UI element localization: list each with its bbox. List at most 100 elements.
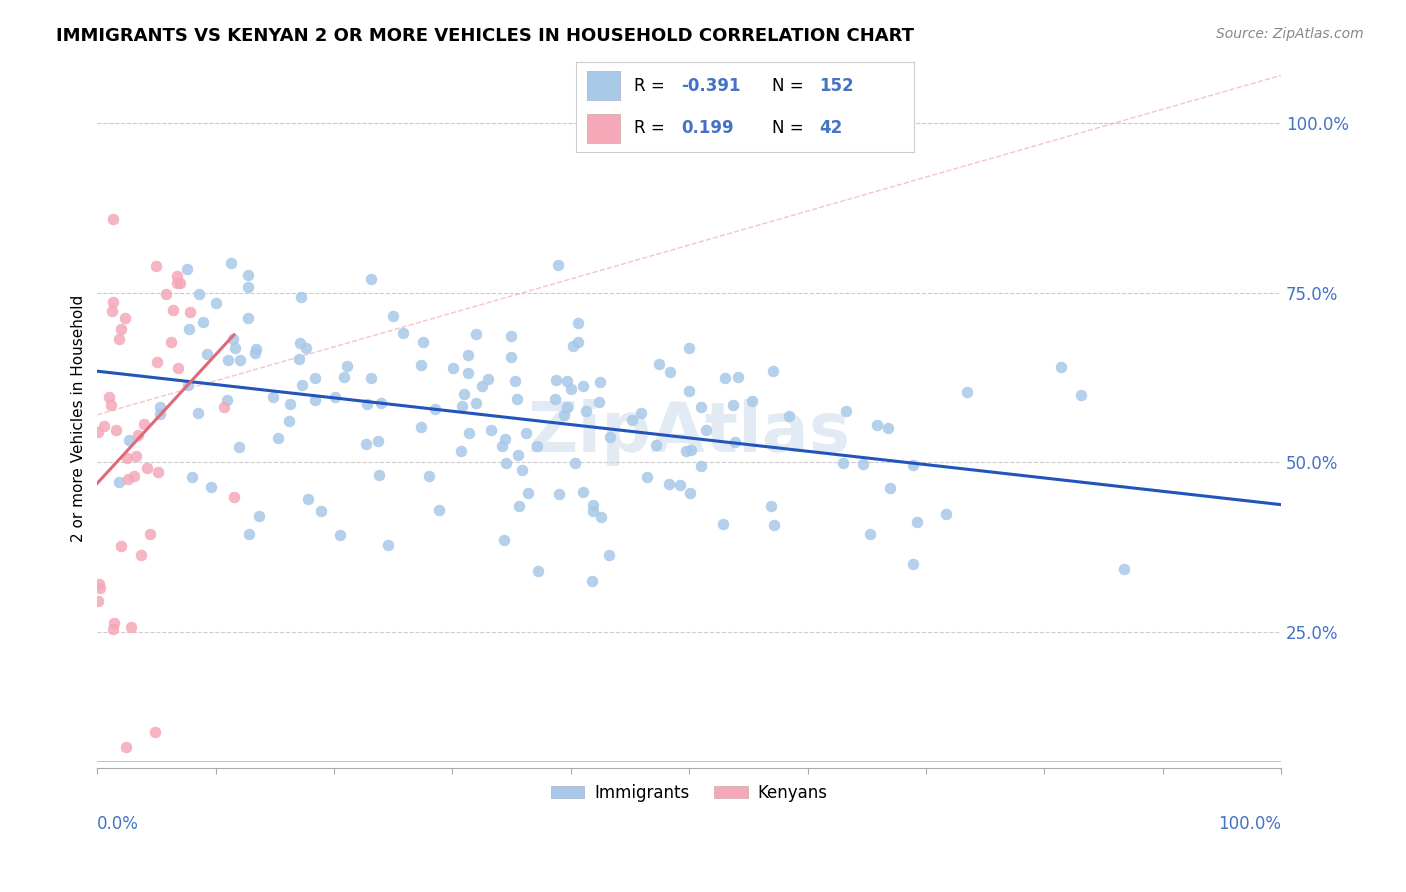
Point: [503, 374, 526, 388]
Point: [149, 400, 172, 414]
Text: R =: R =: [634, 77, 665, 95]
Point: [89, 576, 111, 591]
Point: [288, 336, 311, 351]
Text: 152: 152: [820, 77, 853, 95]
Point: [495, 456, 517, 470]
Point: [166, 269, 188, 284]
Point: [356, 397, 378, 411]
Point: [901, 557, 924, 571]
Point: [727, 370, 749, 384]
Point: [148, 465, 170, 479]
Point: [145, 355, 167, 369]
Point: [548, 487, 571, 501]
Point: [721, 398, 744, 412]
Point: [471, 378, 494, 392]
Point: [125, 449, 148, 463]
Point: [236, 310, 259, 325]
Point: [582, 504, 605, 518]
Point: [238, 280, 260, 294]
Point: [139, 527, 162, 541]
Point: [100, 398, 122, 412]
Point: [219, 256, 242, 270]
Point: [678, 384, 700, 398]
Point: [98, 390, 121, 404]
Point: [222, 490, 245, 504]
Point: [177, 322, 200, 336]
Point: [323, 390, 346, 404]
Point: [188, 286, 211, 301]
Point: [572, 484, 595, 499]
Point: [377, 538, 399, 552]
Point: [458, 425, 481, 440]
Point: [494, 432, 516, 446]
Point: [544, 392, 567, 406]
Text: IMMIGRANTS VS KENYAN 2 OR MORE VEHICLES IN HOUSEHOLD CORRELATION CHART: IMMIGRANTS VS KENYAN 2 OR MORE VEHICLES …: [56, 27, 914, 45]
Point: [221, 332, 243, 346]
Point: [553, 408, 575, 422]
Point: [724, 435, 747, 450]
Text: N =: N =: [772, 77, 804, 95]
Point: [329, 527, 352, 541]
Text: R =: R =: [634, 120, 665, 137]
Point: [465, 326, 488, 341]
Text: 0.0%: 0.0%: [97, 815, 139, 833]
Point: [589, 375, 612, 389]
Point: [501, 350, 523, 364]
Point: [205, 296, 228, 310]
Point: [187, 406, 209, 420]
Point: [879, 481, 901, 495]
Point: [179, 305, 201, 319]
Point: [108, 475, 131, 489]
Point: [778, 409, 800, 423]
Point: [690, 458, 713, 473]
Point: [681, 443, 703, 458]
Point: [336, 359, 359, 373]
Point: [370, 395, 392, 409]
Point: [118, 433, 141, 447]
Point: [636, 470, 658, 484]
Point: [89, 581, 111, 595]
Point: [515, 425, 537, 440]
Point: [195, 347, 218, 361]
Point: [741, 393, 763, 408]
Point: [356, 436, 378, 450]
Point: [547, 258, 569, 272]
Point: [658, 476, 681, 491]
Point: [714, 371, 737, 385]
Point: [491, 439, 513, 453]
Point: [360, 371, 382, 385]
Point: [450, 443, 472, 458]
Point: [149, 408, 172, 422]
Point: [852, 457, 875, 471]
Point: [1050, 359, 1073, 374]
Point: [451, 399, 474, 413]
Point: [288, 352, 311, 367]
Point: [575, 404, 598, 418]
Point: [453, 387, 475, 401]
Point: [278, 397, 301, 411]
Point: [675, 444, 697, 458]
Legend: Immigrants, Kenyans: Immigrants, Kenyans: [544, 777, 834, 808]
Point: [304, 370, 326, 384]
Point: [229, 353, 252, 368]
Point: [360, 272, 382, 286]
Point: [238, 527, 260, 541]
Point: [291, 377, 314, 392]
Point: [127, 428, 149, 442]
Point: [115, 450, 138, 465]
Point: [297, 491, 319, 506]
Point: [831, 456, 853, 470]
Point: [555, 374, 578, 388]
Point: [217, 392, 239, 407]
Point: [129, 548, 152, 562]
Point: [117, 472, 139, 486]
Point: [214, 400, 236, 414]
Point: [290, 290, 312, 304]
Point: [160, 335, 183, 350]
Point: [759, 500, 782, 514]
Point: [245, 342, 267, 356]
Text: Source: ZipAtlas.com: Source: ZipAtlas.com: [1216, 27, 1364, 41]
Point: [599, 430, 621, 444]
Point: [567, 316, 589, 330]
Point: [669, 477, 692, 491]
